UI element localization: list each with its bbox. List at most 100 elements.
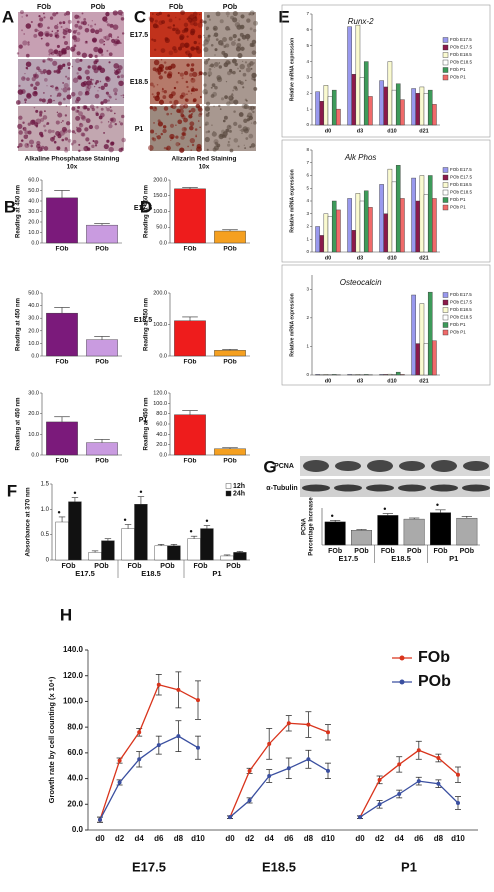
y-tick-label: 0 [306, 249, 309, 254]
micrograph-texture [244, 147, 247, 150]
micrograph-texture [50, 51, 55, 56]
micrograph-texture [156, 135, 162, 140]
micrograph-texture [229, 129, 232, 133]
micrograph-texture [100, 53, 104, 57]
x-tick-label: d6 [154, 834, 164, 843]
bar [415, 343, 421, 376]
micrograph-texture [245, 137, 249, 140]
micrograph-texture [94, 93, 100, 99]
micrograph-texture [195, 47, 199, 51]
micrograph-texture [213, 145, 219, 151]
point [117, 758, 122, 763]
bar [315, 374, 320, 376]
micrograph-texture [31, 76, 36, 82]
micrograph-texture [56, 23, 59, 26]
micrograph-texture [238, 70, 242, 73]
micrograph-texture [117, 9, 123, 16]
micrograph-texture [195, 103, 201, 109]
micrograph-texture [160, 58, 163, 61]
micrograph-texture [31, 119, 36, 124]
y-tick-label: 60.0 [156, 421, 167, 427]
legend-label: FOb P1 [450, 67, 466, 72]
micrograph-texture [198, 113, 202, 118]
micrograph-texture [203, 39, 209, 45]
micrograph-texture [190, 63, 195, 67]
micrograph-texture [54, 31, 59, 37]
y-tick-label: 40.0 [28, 303, 39, 309]
y-axis-label: Reading at 450 nm [16, 185, 22, 238]
micrograph-texture [208, 74, 211, 77]
bar [55, 521, 69, 561]
y-tick-label: 8 [306, 147, 309, 152]
x-tick-label: d10 [451, 834, 465, 843]
bar [336, 209, 341, 253]
micrograph-texture [186, 18, 189, 20]
micrograph-texture [156, 83, 159, 86]
micrograph-texture [203, 34, 205, 37]
bar [220, 555, 234, 561]
micrograph-texture [148, 145, 154, 151]
micrograph-texture [170, 112, 173, 115]
micrograph-texture [175, 27, 179, 31]
micrograph-texture [192, 98, 197, 103]
micrograph-texture [23, 33, 25, 35]
y-tick-label: 50.0 [28, 188, 39, 194]
micrograph-texture [22, 126, 27, 131]
micrograph-texture [81, 52, 88, 58]
micrograph-texture [203, 83, 207, 87]
significance-marker: • [123, 515, 126, 525]
line [359, 780, 459, 818]
legend-label: FOb [418, 649, 450, 666]
micrograph-texture [171, 103, 177, 109]
bar [387, 61, 393, 126]
micrograph-texture [239, 32, 244, 37]
bar [359, 77, 365, 126]
point [117, 780, 122, 785]
point [397, 762, 402, 767]
bar [383, 213, 389, 253]
micrograph-texture [169, 100, 173, 104]
micrograph-texture [187, 90, 190, 93]
micrograph-texture [53, 135, 56, 138]
micrograph-texture [254, 121, 256, 123]
y-tick-label: 100.0 [153, 322, 167, 328]
micrograph-texture [94, 140, 99, 145]
panel-letter: C [134, 7, 146, 26]
bar [387, 373, 393, 376]
micrograph-texture [230, 93, 234, 97]
x-tick-label: FOb [62, 563, 76, 570]
x-tick-label: d0 [355, 834, 365, 843]
micrograph-texture [244, 98, 248, 102]
legend-swatch [442, 74, 449, 81]
micrograph-texture [45, 42, 50, 47]
bar [379, 184, 384, 253]
bar [355, 374, 361, 376]
micrograph-texture [64, 114, 68, 117]
y-tick-label: 0.0 [159, 353, 167, 359]
micrograph-texture [153, 48, 157, 52]
chart-title: Osteocalcin [340, 278, 382, 287]
point [306, 757, 311, 762]
blot-band [399, 461, 425, 471]
micrograph-texture [179, 103, 185, 110]
x-tick-label: d2 [375, 834, 385, 843]
micrograph-texture [47, 129, 52, 134]
micrograph-texture [213, 139, 219, 145]
bar [327, 96, 333, 126]
micrograph-texture [190, 67, 195, 72]
micrograph-texture [241, 103, 248, 109]
micrograph-texture [93, 85, 96, 88]
micrograph-texture [162, 128, 167, 134]
micrograph-texture [21, 76, 26, 81]
micrograph-texture [204, 136, 210, 143]
y-tick-label: 0 [306, 372, 309, 377]
micrograph-texture [43, 92, 45, 94]
bar [174, 188, 206, 244]
bar [456, 517, 478, 546]
micrograph-texture [41, 145, 45, 150]
micrograph-texture [187, 17, 193, 23]
bar [68, 501, 82, 561]
micrograph-texture [151, 21, 154, 24]
legend-swatch [442, 67, 449, 73]
micrograph-texture [152, 67, 157, 72]
